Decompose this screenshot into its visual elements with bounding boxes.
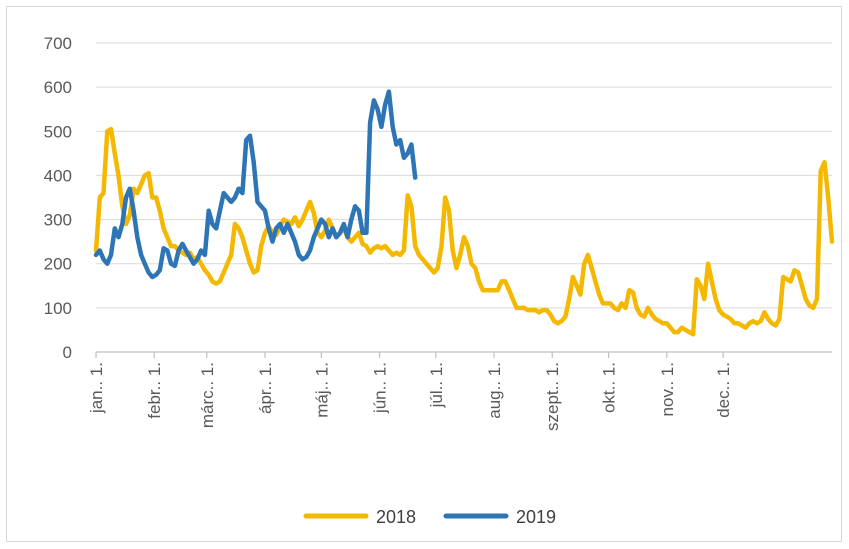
y-tick-label: 400 — [44, 166, 72, 185]
y-axis-tick-labels: 0 100 200 300 400 500 600 700 — [44, 34, 72, 362]
x-tick-label: jún.. 1. — [371, 362, 390, 414]
series-line-2018 — [93, 126, 835, 337]
gridlines — [96, 42, 832, 309]
legend: 2018 2019 — [303, 507, 556, 527]
x-tick-label: okt.. 1. — [600, 362, 619, 413]
series-line-2019 — [93, 89, 418, 280]
x-axis: jan.. 1. febr.. 1. márc.. 1. ápr.. 1. máj.. … — [87, 351, 832, 431]
x-tick-label: jan.. 1. — [87, 362, 106, 414]
y-tick-label: 300 — [44, 211, 72, 230]
x-tick-label: ápr.. 1. — [256, 362, 275, 414]
y-tick-label: 0 — [63, 343, 72, 362]
series-lines — [93, 89, 835, 337]
y-tick-label: 200 — [44, 255, 72, 274]
legend-label-2019: 2019 — [516, 507, 556, 527]
y-tick-label: 500 — [44, 122, 72, 141]
x-tick-label: márc.. 1. — [198, 362, 217, 428]
chart-frame — [6, 6, 842, 542]
x-tick-label: júl.. 1. — [427, 362, 446, 408]
y-tick-label: 700 — [44, 34, 72, 53]
y-tick-label: 100 — [44, 299, 72, 318]
legend-label-2018: 2018 — [376, 507, 416, 527]
x-tick-label: febr.. 1. — [145, 362, 164, 419]
y-tick-label: 600 — [44, 78, 72, 97]
x-tick-label: nov.. 1. — [658, 362, 677, 417]
x-tick-label: szept.. 1. — [543, 362, 562, 431]
x-tick-label: máj.. 1. — [312, 362, 331, 418]
x-tick-label: dec.. 1. — [714, 362, 733, 418]
x-tick-label: aug.. 1. — [485, 362, 504, 419]
